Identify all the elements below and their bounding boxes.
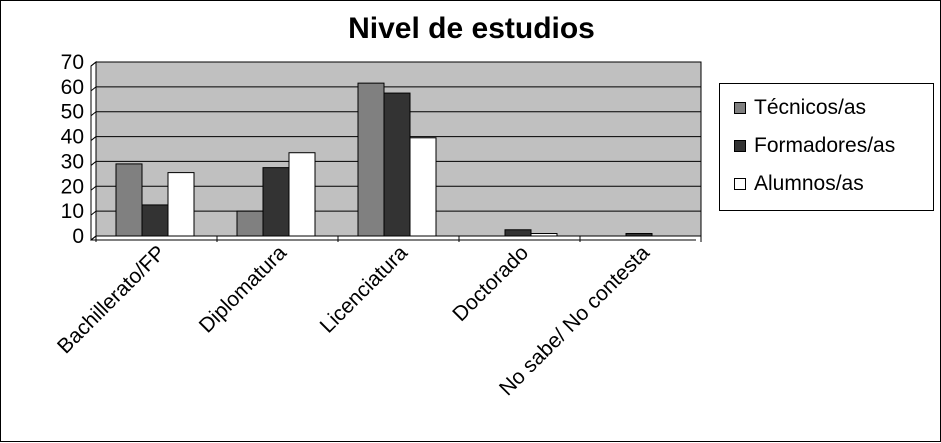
y-tick-mark-4 [90,136,97,141]
y-tick-label-0: 0 [72,225,84,248]
bar-s2-c0 [167,172,195,237]
y-tick-label-5: 50 [61,101,84,124]
bar-s2-c1 [288,152,316,237]
legend-item-alumnos: Alumnos/as [734,172,864,196]
bar-s2-c3 [530,233,558,237]
legend: Técnicos/as Formadores/as Alumnos/as [719,83,934,211]
legend-swatch-tecnicos [734,102,746,114]
x-tick-label-1: Diplomatura [195,241,292,338]
legend-swatch-alumnos [734,178,746,190]
y-tick-label-4: 40 [61,126,84,149]
y-tick-mark-5 [90,111,97,117]
bar-s2-c2 [409,137,437,237]
y-tick-label-2: 20 [61,175,84,198]
bar-s0-c1 [236,210,264,237]
y-tick-label-6: 60 [61,76,84,99]
legend-item-formadores: Formadores/as [734,134,895,158]
legend-item-tecnicos: Técnicos/as [734,96,866,120]
bar-s1-c2 [383,92,411,237]
y-tick-mark-2 [90,185,97,191]
y-tick-mark-7 [90,61,97,67]
x-tick-label-0: Bachillerato/FP [53,241,170,358]
bar-s1-c0 [141,204,169,237]
legend-label-formadores: Formadores/as [754,134,896,157]
legend-label-alumnos: Alumnos/as [754,172,864,195]
bar-s1-c4 [625,233,653,237]
y-tick-mark-3 [90,161,97,166]
x-tick-label-2: Licenciatura [316,241,413,338]
bar-s1-c1 [262,167,290,237]
chart-title: Nivel de estudios [348,12,595,45]
legend-label-tecnicos: Técnicos/as [754,96,867,119]
y-tick-label-3: 30 [61,150,84,173]
y-tick-mark-0 [90,235,97,241]
bar-s0-c2 [357,82,385,237]
y-tick-mark-6 [90,86,97,92]
x-tick-label-3: Doctorado [448,241,533,326]
bar-s1-c3 [504,229,532,237]
bar-s0-c0 [115,163,143,237]
y-tick-label-1: 10 [61,200,84,223]
y-tick-mark-1 [90,210,97,216]
y-tick-label-7: 70 [61,51,84,74]
legend-swatch-formadores [734,140,746,152]
